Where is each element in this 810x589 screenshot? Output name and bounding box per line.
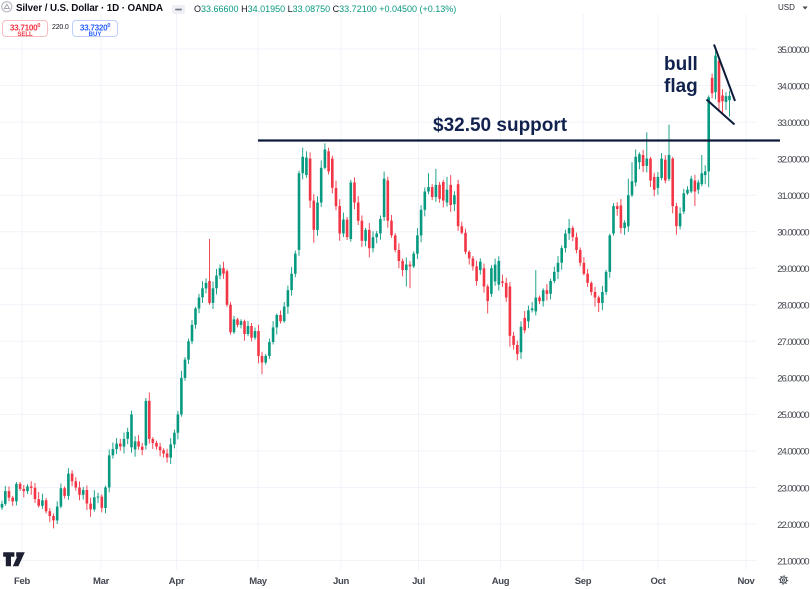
svg-text:34.00000: 34.00000: [777, 81, 809, 92]
svg-text:23.00000: 23.00000: [777, 483, 809, 494]
svg-text:Sep: Sep: [575, 576, 592, 587]
svg-text:Oct: Oct: [651, 576, 667, 587]
svg-text:Apr: Apr: [169, 576, 185, 587]
svg-text:30.00000: 30.00000: [777, 228, 809, 239]
svg-text:29.00000: 29.00000: [777, 264, 809, 275]
svg-text:22.00000: 22.00000: [777, 520, 809, 531]
svg-text:Jun: Jun: [333, 576, 349, 587]
svg-text:28.00000: 28.00000: [777, 301, 809, 312]
svg-text:May: May: [249, 576, 268, 587]
svg-text:33.00000: 33.00000: [777, 118, 809, 129]
svg-text:Feb: Feb: [14, 576, 30, 587]
svg-text:Aug: Aug: [492, 576, 510, 587]
svg-text:24.00000: 24.00000: [777, 447, 809, 458]
svg-text:25.00000: 25.00000: [777, 410, 809, 421]
svg-text:31.00000: 31.00000: [777, 191, 809, 202]
svg-text:26.00000: 26.00000: [777, 374, 809, 385]
svg-text:Mar: Mar: [93, 576, 110, 587]
svg-text:Nov: Nov: [737, 576, 755, 587]
svg-text:27.00000: 27.00000: [777, 337, 809, 348]
svg-text:35.00000: 35.00000: [777, 45, 809, 56]
svg-text:Jul: Jul: [412, 576, 425, 587]
svg-text:21.00000: 21.00000: [777, 556, 809, 567]
svg-text:32.00000: 32.00000: [777, 154, 809, 165]
